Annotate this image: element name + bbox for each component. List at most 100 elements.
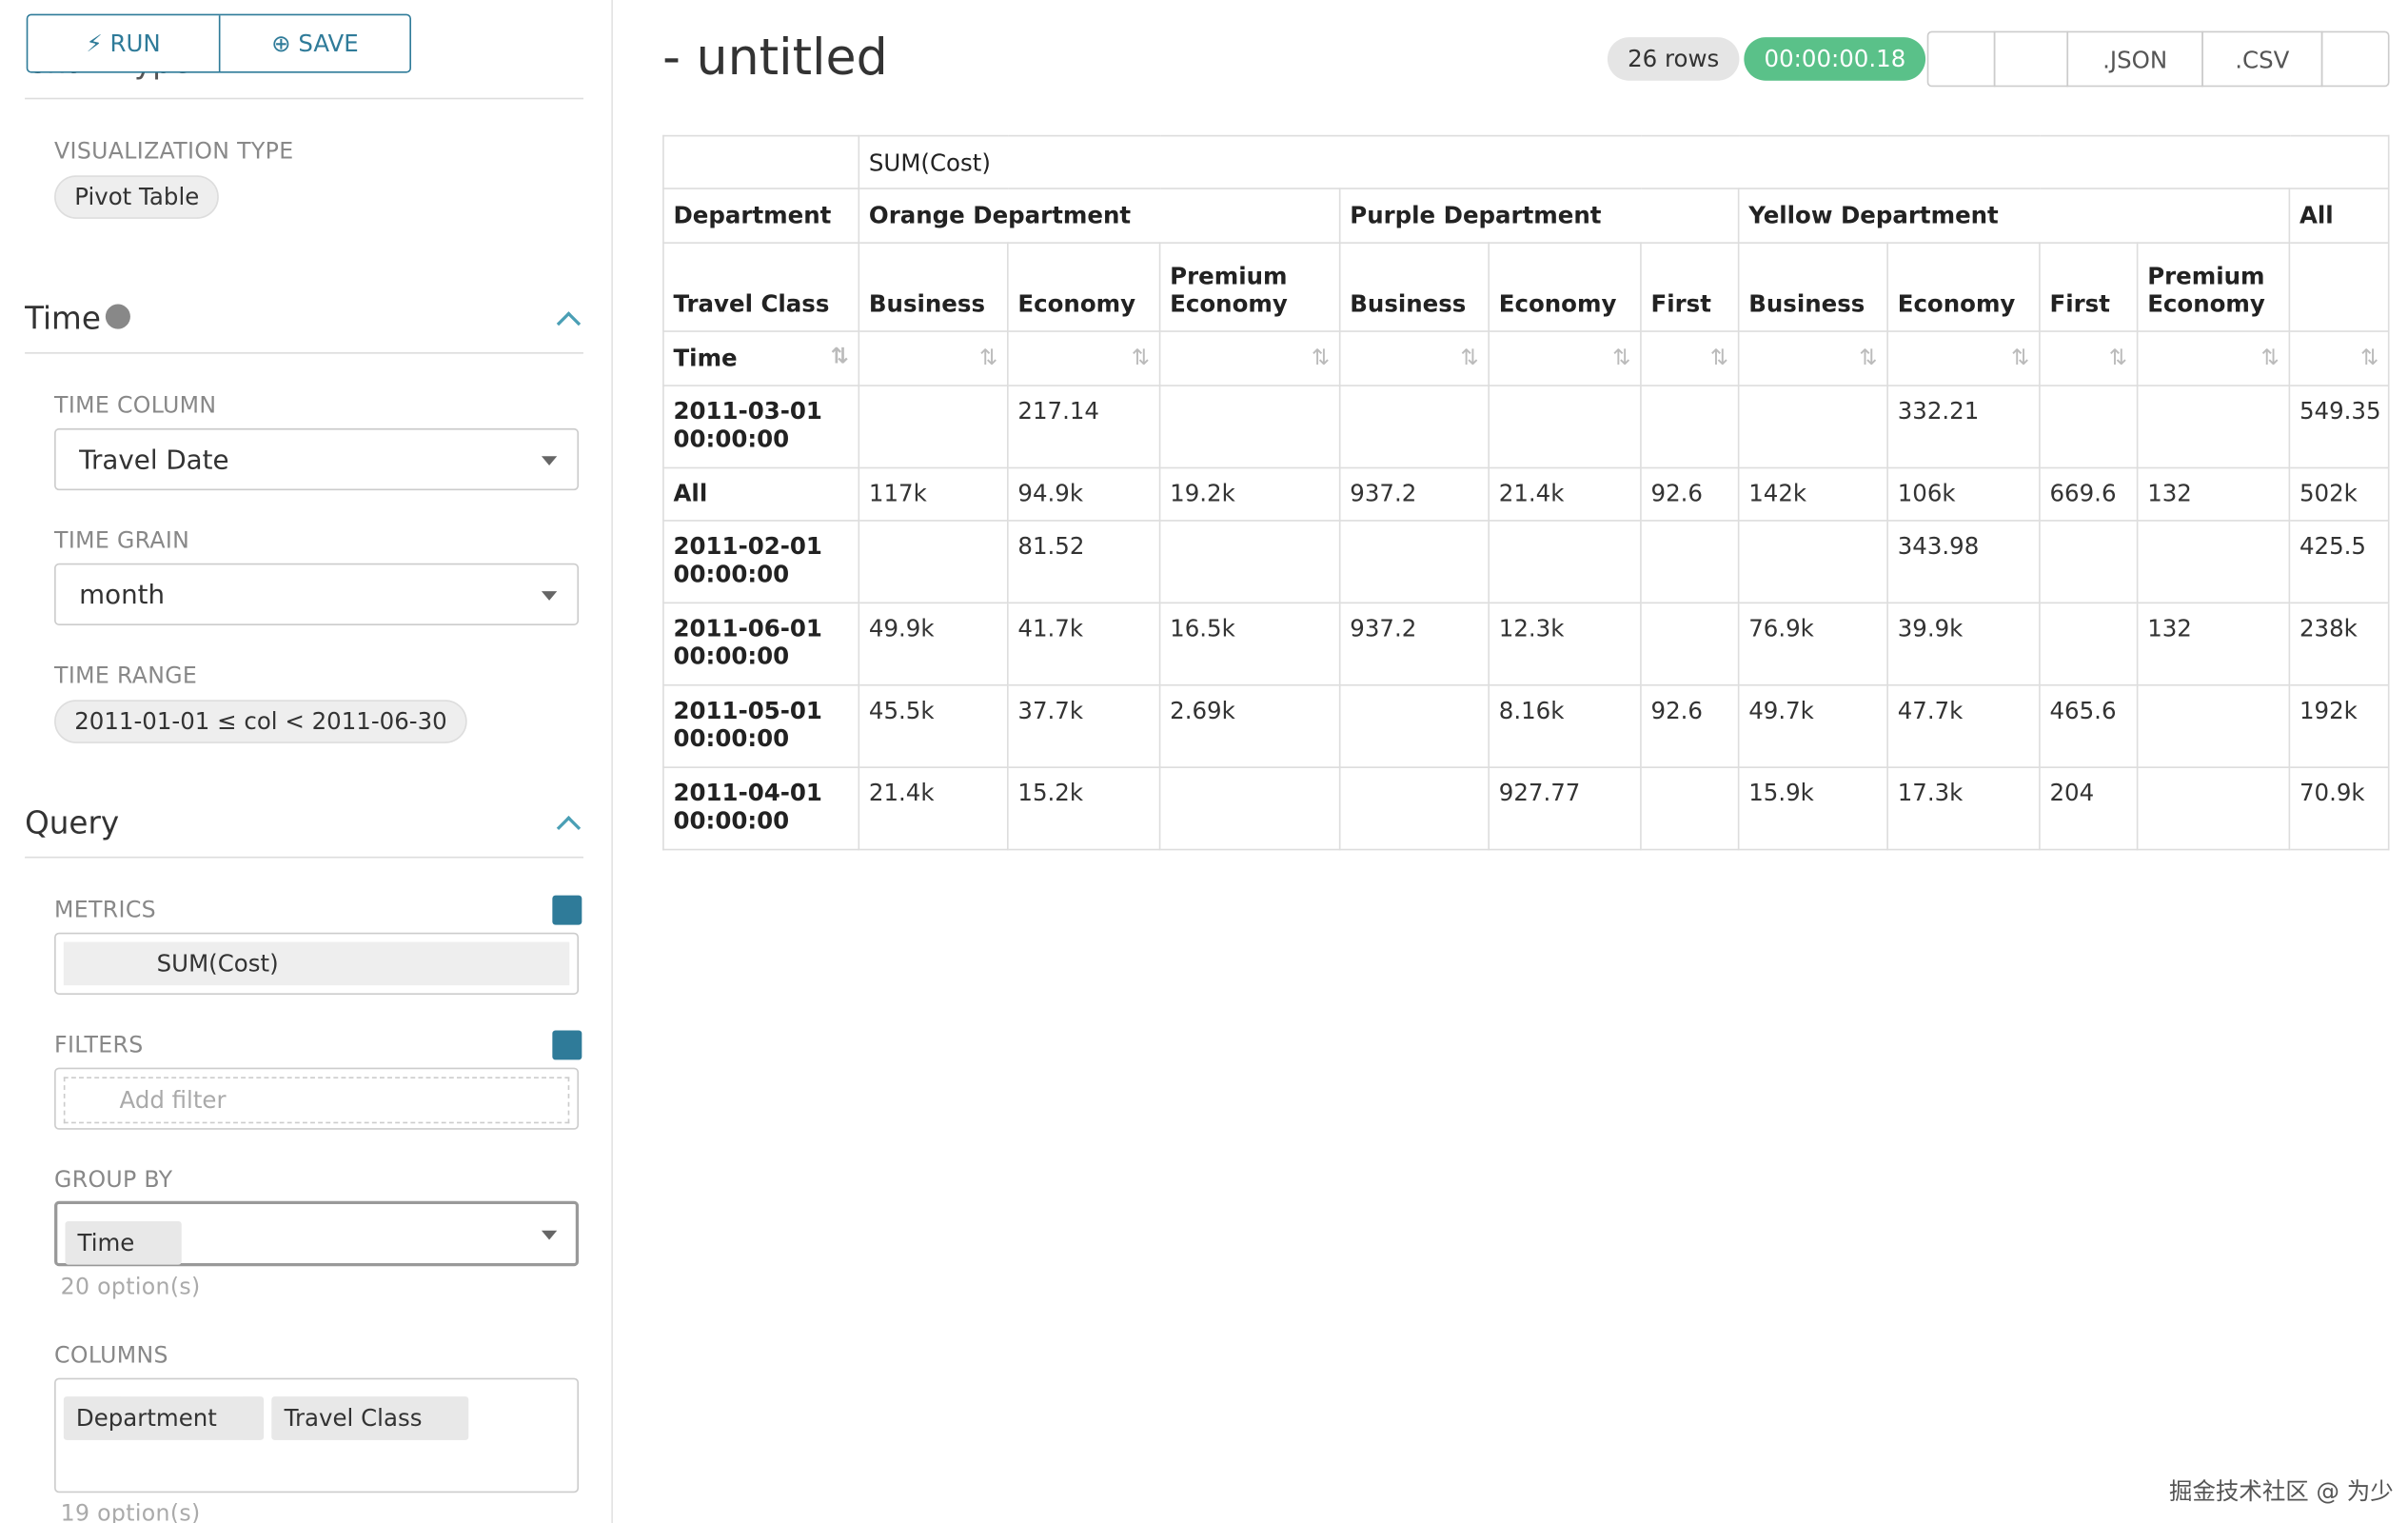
data-row: All 117k 94.9k 19.2k 937.2 21.4k 92.6 142k 106k 6… [662,466,2390,522]
menu-button[interactable] [2320,30,2390,88]
sort-cell: ⇅ [2288,330,2390,386]
cell [1338,520,1490,604]
data-row: 2011-03-01 00:00:00 217.14 332.21 549.35 [662,385,2390,469]
sort-icon[interactable]: ⇅ [2260,346,2280,371]
run-button[interactable]: ⚡ RUN [28,15,221,71]
sort-icon[interactable]: ⇅ [2108,346,2128,371]
sort-icon[interactable]: ⇅ [1131,346,1150,371]
divider [25,856,583,859]
viz-type[interactable]: Pivot Table [54,175,220,219]
sort-icon[interactable]: ⇅ [1460,346,1479,371]
cell: 37.7k [1006,683,1161,768]
cell: 204 [2039,766,2139,851]
sort-icon[interactable]: ⇅ [1709,346,1729,371]
cell [2039,602,2139,686]
field-label: GROUP BY [54,1168,173,1194]
caret [541,591,558,601]
duration: 00:00:00.18 [1744,37,1926,81]
sort-icon[interactable]: ⇅ [2011,346,2030,371]
options-count: 19 option(s) [60,1502,201,1523]
cell [1158,385,1341,469]
metric-box: SUM(Cost) [54,932,580,995]
cell: 549.35 [2288,385,2390,469]
cell [1158,766,1341,851]
class-header: Economy [1886,242,2041,332]
sort-icon[interactable]: ⇅ [1859,346,1878,371]
cell: 142k [1737,466,1888,522]
save-button[interactable]: ⊕ SAVE [271,29,359,58]
caret [541,1230,558,1240]
cell: 81.52 [1006,520,1161,604]
label: SAVE [298,29,359,58]
cell: 927.77 [1488,766,1642,851]
cell [1158,520,1341,604]
collapse-icon[interactable] [556,311,582,336]
csv-button[interactable]: .CSV [2201,30,2323,88]
row-label: Travel Class [662,242,860,332]
metric-tag[interactable]: SUM(Cost) [63,941,570,986]
caret [541,456,558,466]
button-group: ⚡ RUN ⊕ SAVE [26,13,412,73]
tag[interactable]: Time [65,1220,182,1265]
json-button[interactable]: .JSON [2066,30,2203,88]
data-row: 2011-06-01 00:00:00 49.9k 41.7k 16.5k 937.2 1… [662,602,2390,686]
section-title[interactable]: Query [25,803,120,841]
select[interactable]: Travel Date [54,427,580,491]
group-by-select[interactable]: Time [54,1200,580,1267]
sidebar: Chart Type ⚡ RUN ⊕ SAVE VISUALIZATION TY… [0,0,613,1523]
field-label: METRICS [54,898,157,923]
pivot-table: SUM(Cost) Department Orange Department Purp… [662,134,2390,851]
cell [1640,385,1740,469]
cell [2136,683,2291,768]
department-header: Purple Department [1338,188,1740,244]
add-filter-input[interactable]: Add filter [63,1077,570,1124]
row-header: 2011-04-01 00:00:00 [662,766,860,851]
cell [2136,520,2291,604]
cell: 217.14 [1006,385,1161,469]
cell: 332.21 [1886,385,2041,469]
field-label: FILTERS [54,1033,144,1058]
cell [1338,766,1490,851]
collapse-icon[interactable] [556,816,582,841]
add-metric[interactable] [552,895,582,925]
sort-icon[interactable]: ⇅ [1612,346,1631,371]
cell [2136,766,2291,851]
class-header: Business [858,242,1009,332]
cell: 45.5k [858,683,1009,768]
sort-cell: ⇅ [2136,330,2291,386]
tag[interactable]: Department [63,1396,264,1440]
cell: 49.9k [858,602,1009,686]
title: - untitled [662,28,888,88]
row-count: 26 rows [1607,37,1740,81]
class-header: Premium Economy [1158,242,1341,332]
cell [1338,385,1490,469]
cell: 465.6 [2039,683,2139,768]
cell: 15.9k [1737,766,1888,851]
row-label: Department [662,188,860,244]
time-range[interactable]: 2011-01-01 ≤ col < 2011-06-30 [54,700,467,743]
sort-icon[interactable]: ⇅ [979,346,998,371]
class-header: Business [1338,242,1490,332]
add-filter[interactable] [552,1030,582,1060]
cell: 238k [2288,602,2390,686]
cell [1737,520,1888,604]
header-row: Travel Class Business Economy Premium Econo… [662,242,2390,332]
data-row: 2011-04-01 00:00:00 21.4k 15.2k 927.77 15.9k… [662,766,2390,851]
cell: 937.2 [1338,466,1490,522]
section-title[interactable]: Time [25,299,101,337]
field-label: VISUALIZATION TYPE [54,139,294,165]
select[interactable]: month [54,563,580,625]
cell: 41.7k [1006,602,1161,686]
sort-icon[interactable]: ⇅ [2360,346,2379,371]
cell: 17.3k [1886,766,2041,851]
cell [1640,766,1740,851]
row-header: 2011-02-01 00:00:00 [662,520,860,604]
columns-select[interactable]: Department Travel Class [54,1377,580,1493]
cell: 94.9k [1006,466,1161,522]
sort-icon[interactable]: ⇅ [830,344,849,369]
link-button[interactable] [1926,30,1996,88]
embed-button[interactable] [1993,30,2069,88]
tag[interactable]: Travel Class [271,1396,469,1440]
watermark: 掘金技术社区 @ 为少 [2169,1476,2394,1506]
sort-icon[interactable]: ⇅ [1311,346,1331,371]
